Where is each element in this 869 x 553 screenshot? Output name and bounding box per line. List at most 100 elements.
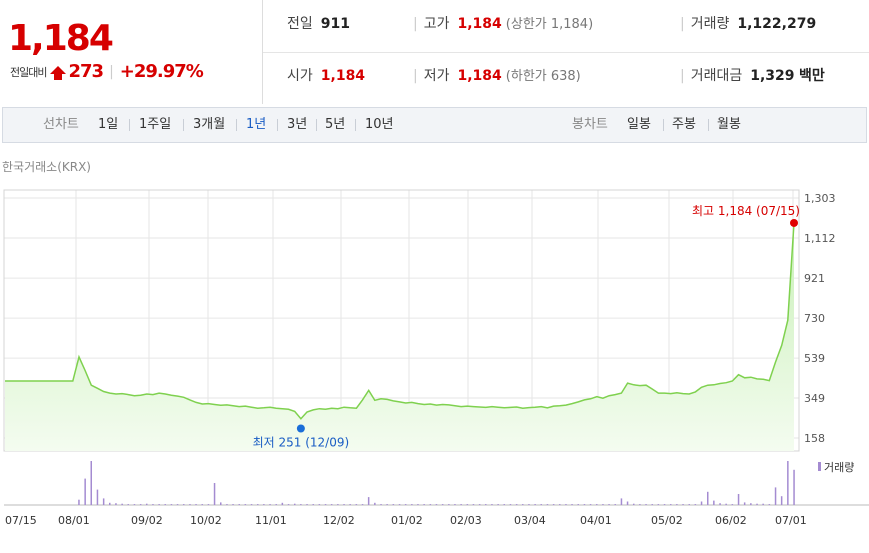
amount-label: 거래대금 (690, 68, 743, 84)
period-option-1d[interactable]: 1일 (98, 117, 119, 132)
period-option-10y[interactable]: 10년 (365, 117, 394, 132)
x-tick-label: 07/01 (775, 514, 807, 527)
x-tick-label: 05/02 (651, 514, 683, 527)
volume-bar (509, 504, 512, 505)
x-tick-label: 11/01 (255, 514, 287, 527)
volume-legend-label: 거래량 (824, 461, 854, 474)
volume-bar (312, 504, 314, 505)
period-option-3m[interactable]: 3개월 (193, 117, 226, 132)
upper-limit: (상한가 1,184) (505, 17, 594, 32)
x-tick-label: 02/03 (450, 514, 482, 527)
volume-bar (774, 487, 777, 505)
volume-bar (515, 504, 518, 505)
candle-option-daily[interactable]: 일봉 (627, 117, 651, 132)
volume-bar (386, 504, 388, 505)
volume-bar (133, 504, 136, 505)
divider: | (413, 16, 418, 32)
x-tick-label: 08/01 (58, 514, 90, 527)
divider (355, 119, 356, 131)
volume-bar (633, 503, 635, 505)
lower-limit: (하한가 638) (505, 69, 581, 84)
volume-bar (398, 504, 401, 505)
quote-panel: 1,184 전일대비 273 | +29.97% 전일 911 | 고가 1,184(… (0, 0, 869, 105)
volume-bar (96, 489, 99, 505)
volume-bar (552, 504, 555, 505)
volume-bar (417, 504, 419, 505)
volume-label: 거래량 (690, 16, 730, 32)
volume-bar (750, 503, 752, 505)
volume-bar (349, 504, 351, 505)
candle-option-monthly[interactable]: 월봉 (717, 117, 741, 132)
candle-chart-label: 봉차트 (572, 117, 608, 132)
y-tick-label: 158 (804, 432, 825, 445)
volume-bar (700, 501, 703, 505)
prev-close-value: 911 (320, 16, 350, 32)
volume-bar (725, 503, 727, 505)
prev-close-label: 전일 (287, 16, 313, 32)
period-option-1w[interactable]: 1주일 (139, 117, 172, 132)
volume-bar (213, 483, 216, 505)
volume-bar (577, 504, 579, 505)
volume-bar (170, 504, 173, 505)
volume-bar (688, 504, 690, 505)
price-chart[interactable]: 158 349 539 730 921 1,112 1,303 최고 1,184 (07/1… (0, 176, 869, 553)
volume-bar (583, 504, 586, 505)
low-label: 저가 (423, 68, 450, 84)
volume-bar (546, 504, 549, 505)
period-option-5y[interactable]: 5년 (325, 117, 346, 132)
volume-bar (337, 504, 339, 505)
volume-bar (448, 504, 450, 505)
volume-bar (78, 499, 80, 505)
x-tick-label: 01/02 (391, 514, 423, 527)
volume-bar (565, 504, 567, 505)
volume-bar (392, 504, 395, 505)
current-price: 1,184 (8, 18, 114, 59)
volume-bar (343, 504, 345, 505)
amount-cell: | 거래대금 1,329 백만 (680, 52, 825, 104)
volume-bar (608, 504, 610, 505)
volume-bar (596, 504, 598, 505)
divider: | (680, 68, 685, 84)
volume-bar (485, 504, 487, 505)
volume-bar (780, 496, 783, 505)
volume-bar (380, 504, 382, 505)
period-option-1y[interactable]: 1년 (246, 117, 267, 132)
volume-bar (651, 504, 653, 505)
volume-bar (411, 504, 413, 505)
price-area (5, 222, 794, 451)
volume-bar (466, 504, 469, 505)
volume-bar (737, 494, 740, 505)
volume-bar (472, 504, 475, 505)
period-option-3y[interactable]: 3년 (287, 117, 308, 132)
x-tick-label: 07/15 (5, 514, 37, 527)
volume-bar (318, 504, 321, 505)
volume-bar (676, 504, 678, 505)
low-value: 1,184 (457, 68, 502, 84)
volume-bar (250, 504, 253, 505)
divider (183, 119, 184, 131)
volume-bar (152, 504, 154, 505)
volume-bar (226, 504, 228, 505)
volume-bar (602, 504, 604, 505)
volume-bar (423, 504, 425, 505)
volume-bar (657, 504, 660, 505)
high-label: 고가 (423, 16, 450, 32)
volume-bar (694, 504, 697, 505)
x-tick-label: 06/02 (715, 514, 747, 527)
volume-bar (158, 504, 160, 505)
divider: | (413, 68, 418, 84)
volume-bar (707, 491, 709, 505)
volume-bar (491, 504, 493, 505)
y-tick-label: 730 (804, 312, 825, 325)
quote-row-1: 전일 911 | 고가 1,184 (상한가 1,184) | 거래량 1,122,279 (263, 0, 869, 53)
volume-bar (201, 504, 203, 505)
volume-bar (460, 504, 462, 505)
volume-bar (639, 504, 641, 505)
volume-legend-swatch (818, 462, 821, 471)
volume-bar (355, 504, 358, 505)
volume-bar (743, 502, 746, 505)
candle-option-weekly[interactable]: 주봉 (672, 117, 696, 132)
volume-bar (528, 504, 530, 505)
volume-bar (670, 504, 672, 505)
volume-bar (164, 504, 166, 505)
